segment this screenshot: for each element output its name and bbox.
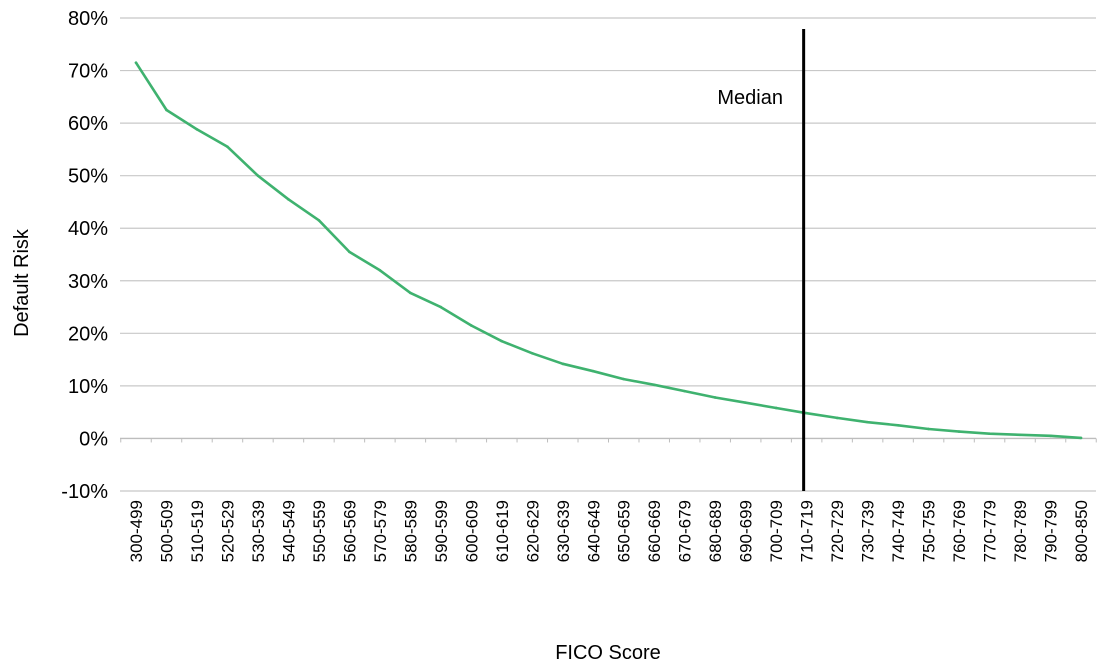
y-tick-label: -10% (61, 481, 108, 503)
data-point (683, 389, 687, 393)
x-tick-label: 780-789 (1011, 500, 1030, 562)
data-point (744, 401, 747, 405)
y-tick-label: 60% (68, 113, 108, 135)
data-point (226, 145, 229, 149)
data-point (713, 396, 717, 399)
data-point (927, 427, 930, 431)
data-point (165, 108, 168, 112)
data-point (652, 383, 656, 387)
data-point (896, 424, 900, 427)
data-point (957, 430, 961, 433)
x-tick-label: 610-619 (493, 500, 512, 562)
x-tick-label: 620-629 (523, 500, 542, 562)
y-axis-ticks: -10% 0% 10% 20% 30% 40% 50% 60% 70% 80% (61, 8, 108, 503)
y-tick-label: 50% (68, 166, 108, 188)
x-tick-label: 600-609 (462, 500, 481, 562)
x-tick-label: 630-639 (554, 500, 573, 562)
x-tick-label: 650-659 (615, 500, 634, 562)
data-point (622, 377, 626, 381)
data-point (256, 174, 260, 177)
y-tick-label: 10% (68, 376, 108, 398)
x-tick-label: 790-799 (1042, 500, 1061, 562)
x-tick-label: 670-679 (676, 500, 695, 562)
x-tick-label: 510-519 (188, 500, 207, 562)
data-point (348, 250, 351, 254)
data-point (988, 432, 991, 436)
x-tick-label: 590-599 (432, 500, 451, 562)
y-tick-label: 0% (79, 428, 108, 450)
data-point (835, 416, 839, 420)
y-tick-label: 20% (68, 323, 108, 345)
x-tick-label: 690-699 (737, 500, 756, 562)
data-point (317, 219, 321, 222)
series-layer (134, 61, 1083, 440)
x-tick-label: 720-729 (828, 500, 847, 562)
x-tick-label: 760-769 (950, 500, 969, 562)
y-tick-label: 70% (68, 61, 108, 83)
x-tick-label: 660-669 (645, 500, 664, 562)
median-label: Median (717, 87, 783, 109)
x-tick-label: 570-579 (371, 500, 390, 562)
x-tick-label: 800-850 (1072, 500, 1091, 562)
x-tick-label: 520-529 (218, 500, 237, 562)
y-tick-label: 40% (68, 218, 108, 240)
data-point (866, 420, 869, 424)
x-axis-title: FICO Score (555, 642, 661, 664)
data-point (1018, 433, 1022, 437)
x-tick-label: 700-709 (767, 500, 786, 562)
x-tick-label: 560-569 (340, 500, 359, 562)
x-tick-label: 730-739 (859, 500, 878, 562)
data-point (439, 305, 443, 309)
x-tick-label: 540-549 (279, 500, 298, 562)
data-point (500, 339, 504, 343)
data-point (1079, 436, 1083, 440)
gridlines (120, 17, 1097, 492)
data-point (287, 198, 290, 201)
y-tick-label: 30% (68, 271, 108, 293)
data-point (530, 352, 534, 355)
data-point (805, 411, 808, 415)
data-point (470, 324, 473, 327)
x-tick-label: 710-719 (798, 500, 817, 562)
data-point (561, 362, 565, 366)
x-tick-label: 740-749 (889, 500, 908, 562)
x-tick-label: 500-509 (157, 500, 176, 562)
data-point (195, 128, 199, 131)
data-point (774, 406, 778, 410)
x-axis-ticks: 300-499 500-509 510-519 520-529 530-539 540-5… (127, 500, 1091, 562)
x-tick-label: 550-559 (310, 500, 329, 562)
x-tick-label: 530-539 (249, 500, 268, 562)
data-point (409, 291, 412, 295)
data-point (1049, 434, 1052, 438)
default-risk-line (134, 61, 1083, 440)
annotation-layer: Median (717, 29, 806, 491)
x-tick-label: 300-499 (127, 500, 146, 562)
data-point (134, 61, 138, 64)
x-tick-label: 640-649 (584, 500, 603, 562)
data-point (591, 369, 595, 373)
x-tick-label: 680-689 (706, 500, 725, 562)
data-point (378, 268, 382, 272)
y-axis-title: Default Risk (11, 228, 33, 337)
y-tick-label: 80% (68, 8, 108, 30)
x-tick-label: 770-779 (981, 500, 1000, 562)
x-tick-label: 750-759 (920, 500, 939, 562)
x-tick-label: 580-589 (401, 500, 420, 562)
